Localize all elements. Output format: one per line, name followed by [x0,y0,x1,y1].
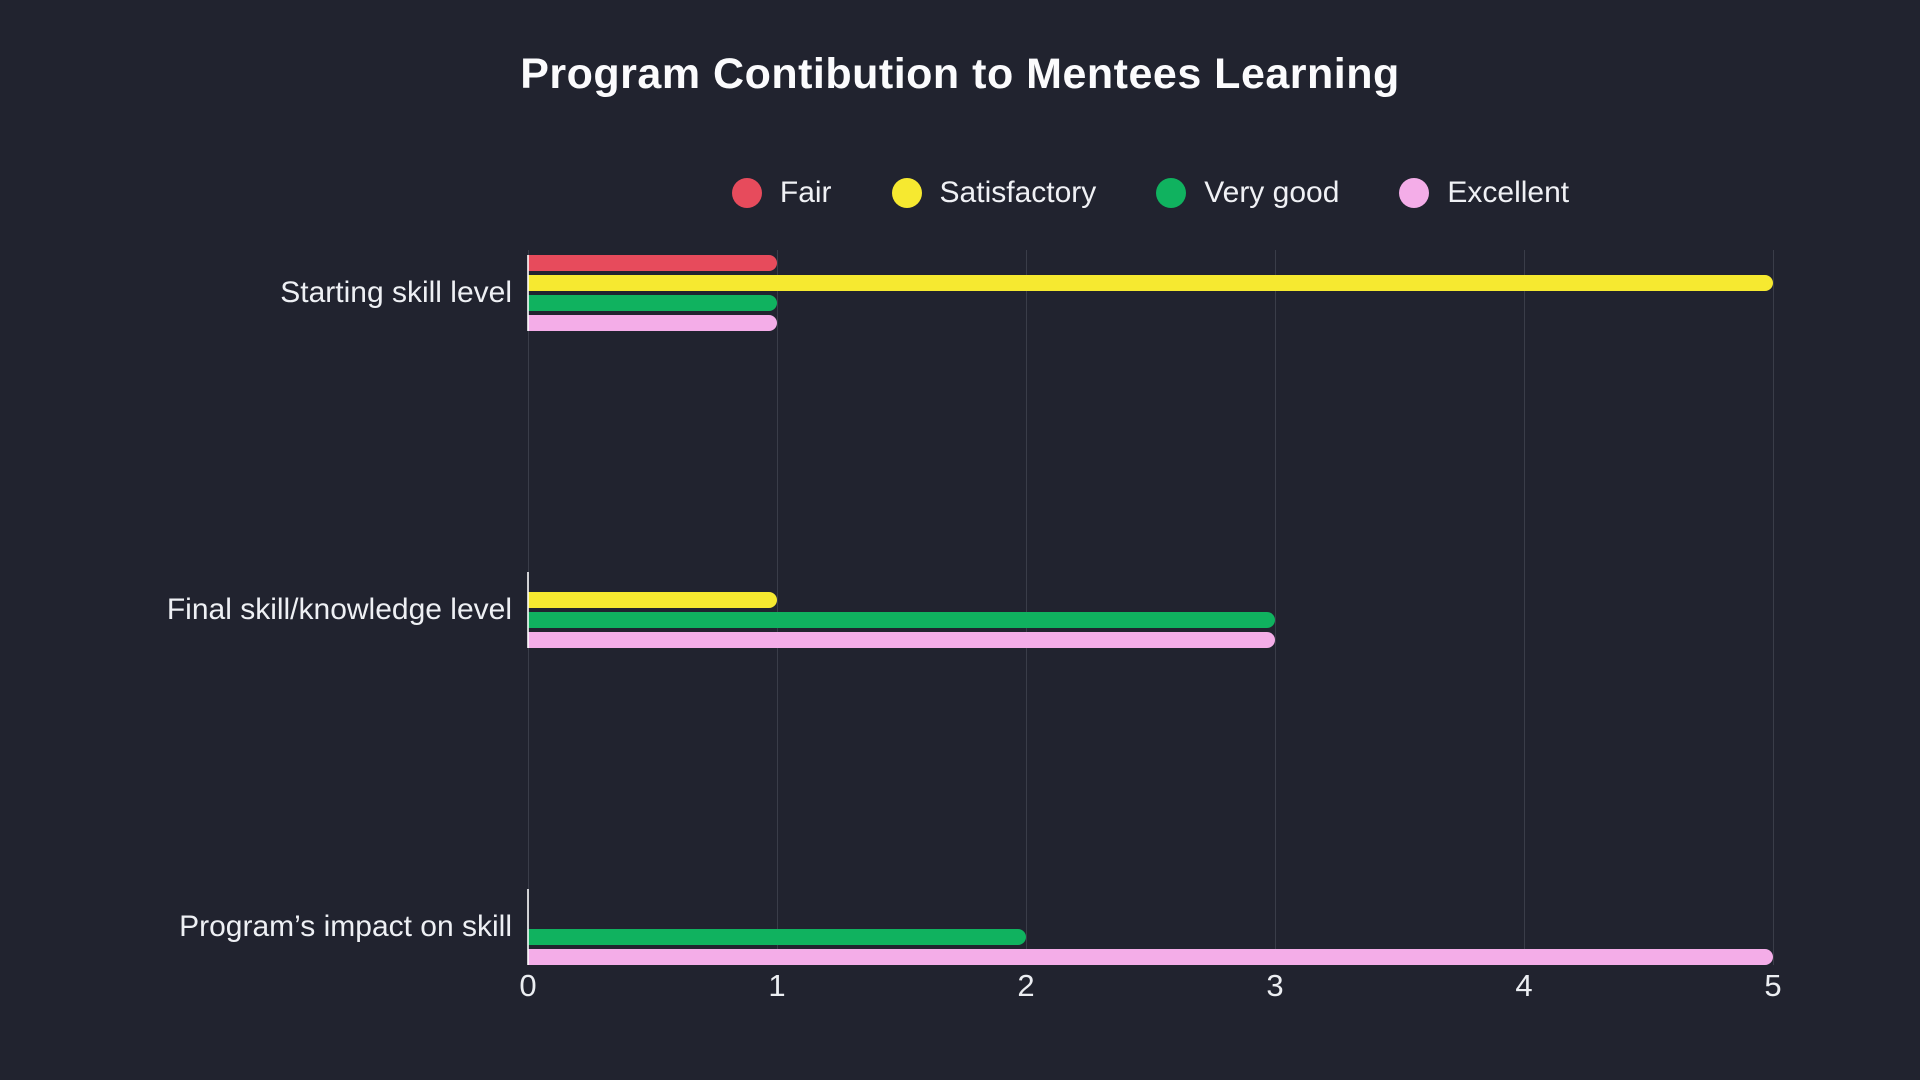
x-axis-tick-label-2: 2 [1017,968,1035,1003]
category-label-starting-skill-level: Starting skill level [280,276,512,309]
category-label-final-skill-knowledge-level: Final skill/knowledge level [166,593,512,626]
bar-row [528,572,1773,588]
bar-row [528,275,1773,291]
bar-final-skill-knowledge-level-satisfactory [528,592,777,608]
gridline-x-5 [1773,250,1774,965]
bar-row [528,612,1773,628]
bar-row [528,889,1773,905]
bar-row [528,255,1773,271]
bar-row [528,295,1773,311]
gridline-x-2 [1026,250,1027,965]
chart-title: Program Contibution to Mentees Learning [520,50,1400,98]
legend-label-satisfactory: Satisfactory [939,176,1097,209]
gridline-x-1 [777,250,778,965]
x-axis-tick-label-5: 5 [1764,968,1782,1003]
legend: Fair Satisfactory Very good Excellent [528,176,1773,210]
legend-label-excellent: Excellent [1447,176,1570,209]
y-axis-tick-starting-skill-level [527,255,529,331]
gridline-x-4 [1524,250,1525,965]
bar-row [528,949,1773,965]
bar-row [528,632,1773,648]
y-axis-tick-program-s-impact-on-skill [527,889,529,965]
legend-swatch-excellent-icon [1399,178,1430,208]
bar-starting-skill-level-excellent [528,315,777,331]
legend-swatch-very-good-icon [1156,178,1187,208]
category-label-program-s-impact-on-skill: Program’s impact on skill [179,910,512,943]
legend-label-very-good: Very good [1204,176,1340,209]
plot-area: 0 1 2 3 4 5 [519,250,1782,1003]
x-axis-tick-label-4: 4 [1515,968,1533,1003]
bar-row [528,929,1773,945]
legend-swatch-satisfactory-icon [891,178,922,208]
legend-item-satisfactory: Satisfactory [891,176,1097,210]
bar-group-starting-skill-level [528,255,1773,331]
y-axis-tick-final-skill-knowledge-level [527,572,529,648]
legend-item-excellent: Excellent [1399,176,1569,210]
bar-final-skill-knowledge-level-excellent [528,632,1275,648]
bar-starting-skill-level-very-good [528,295,777,311]
bar-group-program-s-impact-on-skill [528,889,1773,965]
bar-program-s-impact-on-skill-very-good [528,929,1026,945]
bar-row [528,315,1773,331]
legend-item-very-good: Very good [1156,176,1339,210]
bar-starting-skill-level-fair [528,255,777,271]
bar-row [528,909,1773,925]
bar-starting-skill-level-satisfactory [528,275,1773,291]
legend-swatch-fair-icon [731,178,762,208]
x-axis-tick-label-0: 0 [519,968,537,1003]
legend-label-fair: Fair [779,176,832,209]
x-axis-tick-label-3: 3 [1266,968,1284,1003]
bar-group-final-skill-knowledge-level [528,572,1773,648]
bar-final-skill-knowledge-level-very-good [528,612,1275,628]
gridline-x-3 [1275,250,1276,965]
bar-row [528,592,1773,608]
bar-program-s-impact-on-skill-excellent [528,949,1773,965]
legend-item-fair: Fair [731,176,832,210]
x-axis-tick-label-1: 1 [768,968,786,1003]
